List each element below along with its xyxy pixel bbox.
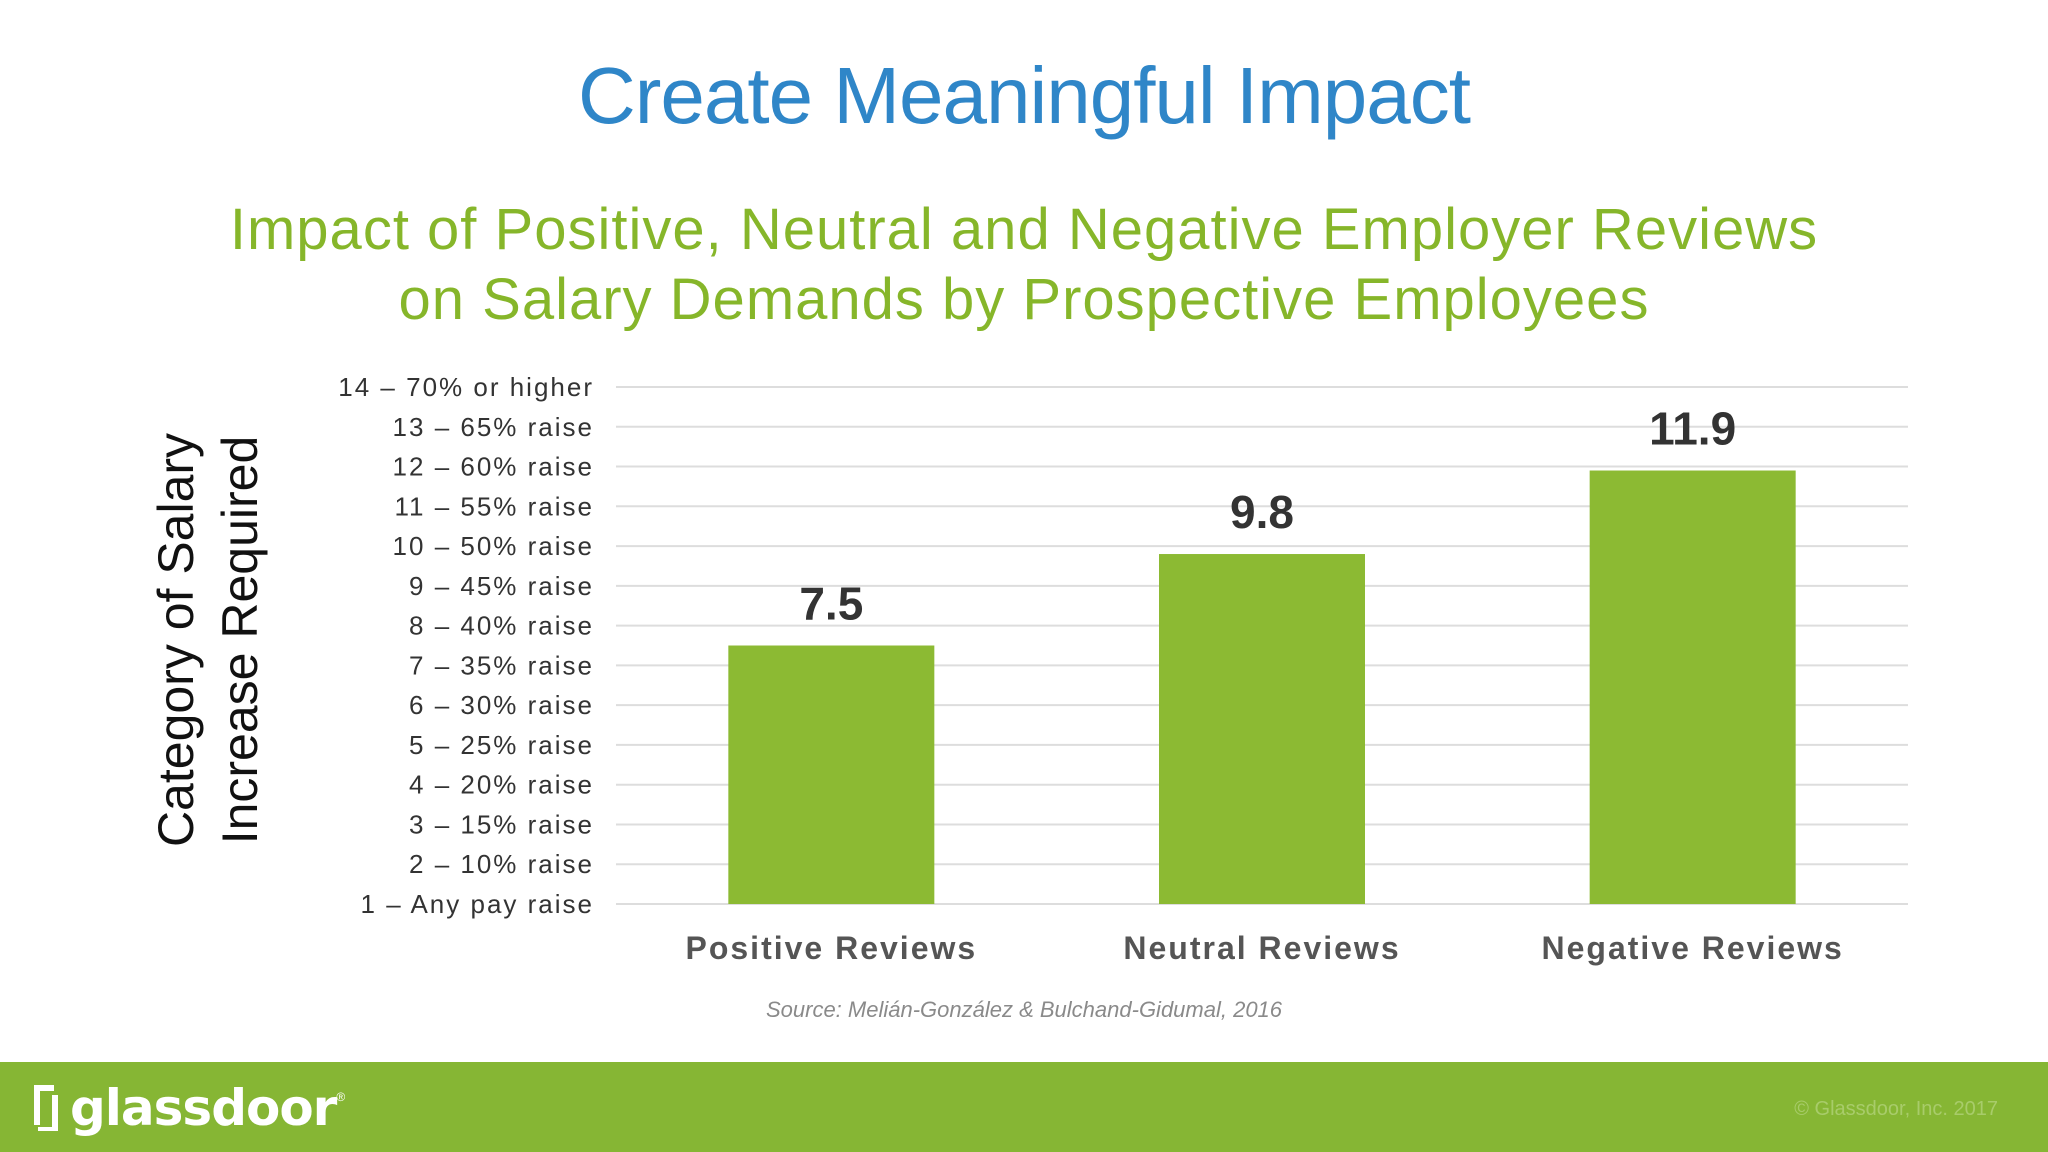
glassdoor-logo-icon — [34, 1085, 58, 1131]
copyright-notice: © Glassdoor, Inc. 2017 — [1794, 1098, 1998, 1120]
logo-text: glassdoor — [70, 1079, 337, 1137]
glassdoor-logo[interactable]: glassdoor ® — [30, 1079, 346, 1137]
y-tick-label: 8 – 40% raise — [409, 611, 594, 641]
y-tick-label: 11 – 55% raise — [394, 491, 594, 521]
footer-bar: glassdoor ® © Glassdoor, Inc. 2017 — [0, 1062, 2048, 1152]
x-category-label: Positive Reviews — [685, 930, 977, 966]
bar-value-labels: 7.5 9.8 11.9 — [799, 403, 1736, 630]
y-tick-label: 3 – 15% raise — [409, 809, 594, 839]
source-citation: Source: Melián-González & Bulchand-Gidum… — [765, 997, 1283, 1022]
slide-title: Create Meaningful Impact — [577, 51, 1471, 140]
bar — [728, 645, 935, 904]
logo-registered-mark: ® — [336, 1090, 346, 1104]
y-axis-title-line: Increase Required — [212, 436, 268, 845]
y-tick-label: 5 – 25% raise — [409, 730, 594, 760]
y-tick-label: 7 – 35% raise — [409, 650, 594, 680]
bar-value-label: 11.9 — [1649, 403, 1736, 455]
bars — [728, 470, 1796, 904]
chart-title-line-1: Impact of Positive, Neutral and Negative… — [229, 197, 1819, 262]
x-category-label: Negative Reviews — [1541, 930, 1843, 966]
bar-chart: Category of Salary Increase Required 1 – … — [148, 372, 1908, 966]
y-axis-title: Category of Salary Increase Required — [148, 433, 268, 847]
chart-title: Impact of Positive, Neutral and Negative… — [0, 195, 2048, 335]
y-tick-label: 4 – 20% raise — [409, 770, 594, 800]
y-tick-label: 2 – 10% raise — [409, 849, 594, 879]
y-tick-labels: 1 – Any pay raise 2 – 10% raise 3 – 15% ra… — [338, 372, 594, 919]
y-tick-label: 10 – 50% raise — [393, 531, 594, 561]
y-tick-label: 12 – 60% raise — [393, 452, 594, 482]
y-tick-label: 14 – 70% or higher — [338, 372, 594, 402]
chart-title-line-2: on Salary Demands by Prospective Employe… — [398, 267, 1650, 332]
bar-value-label: 7.5 — [799, 578, 863, 630]
x-category-labels: Positive Reviews Neutral Reviews Negative … — [685, 930, 1843, 966]
x-category-label: Neutral Reviews — [1123, 930, 1400, 966]
y-axis-title-line: Category of Salary — [148, 433, 204, 847]
y-tick-label: 9 – 45% raise — [409, 571, 594, 601]
bar — [1159, 554, 1365, 904]
y-tick-label: 13 – 65% raise — [393, 412, 594, 442]
bar-value-label: 9.8 — [1230, 486, 1294, 538]
bar — [1589, 470, 1796, 904]
y-tick-label: 6 – 30% raise — [409, 690, 594, 720]
y-tick-label: 1 – Any pay raise — [361, 889, 594, 919]
